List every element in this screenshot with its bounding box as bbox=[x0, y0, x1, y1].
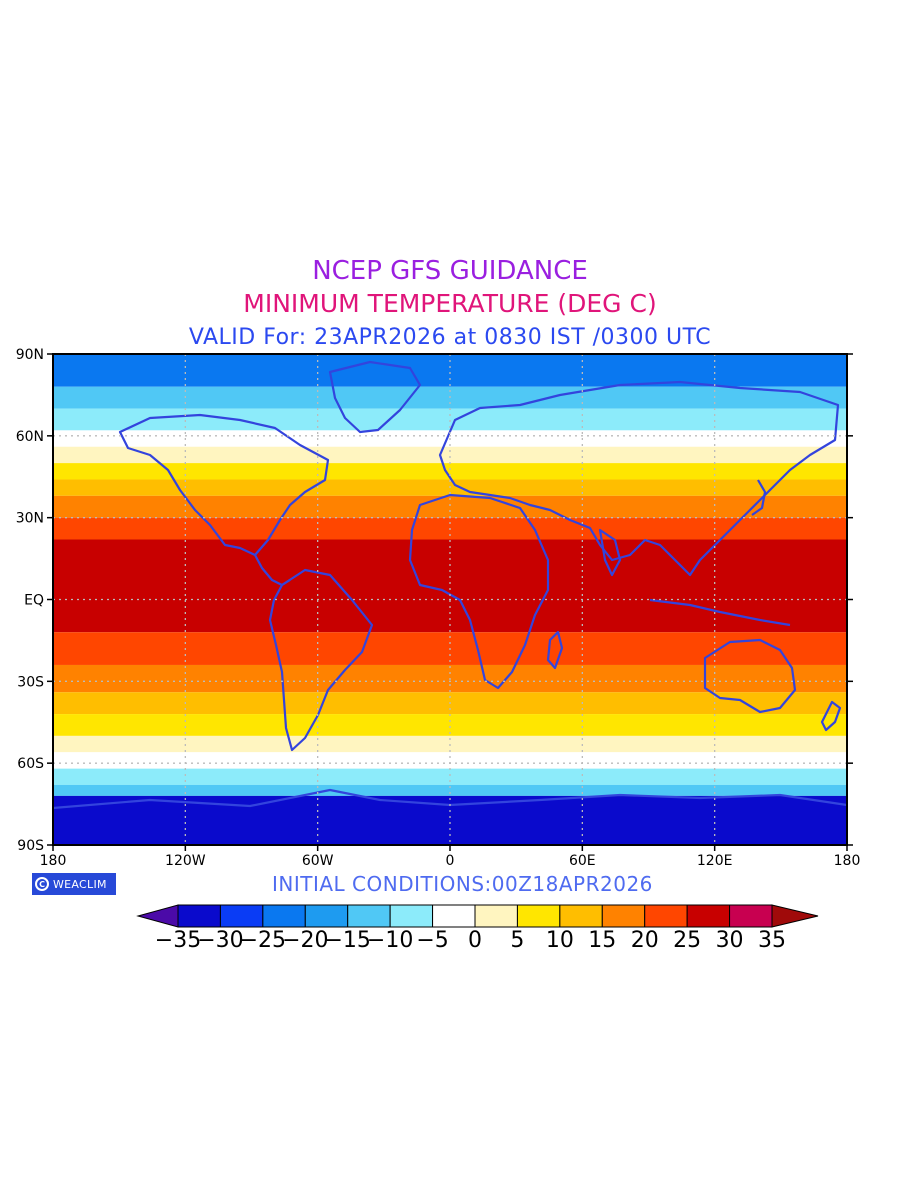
colorbar-swatch bbox=[559, 904, 603, 928]
temperature-band bbox=[53, 768, 847, 785]
latitude-label: 30N bbox=[16, 511, 44, 527]
graticule bbox=[53, 354, 847, 845]
latitude-label: 60S bbox=[17, 756, 44, 772]
indonesia-outline bbox=[649, 598, 791, 627]
colorbar-label: 20 bbox=[630, 928, 659, 953]
initial-conditions: INITIAL CONDITIONS:00Z18APR2026 bbox=[272, 872, 653, 896]
map-title: NCEP GFS GUIDANCE bbox=[312, 256, 588, 286]
colorbar-label: 0 bbox=[468, 928, 482, 953]
colorbar-label: 25 bbox=[673, 928, 702, 953]
temperature-band bbox=[53, 463, 847, 480]
longitude-label: 120E bbox=[697, 853, 733, 869]
colorbar-max-arrow bbox=[771, 904, 819, 928]
colorbar-label: 30 bbox=[715, 928, 744, 953]
longitude-label: 180 bbox=[40, 853, 67, 869]
temperature-band bbox=[53, 714, 847, 736]
colorbar-label: 35 bbox=[758, 928, 786, 953]
india-outline bbox=[598, 528, 622, 577]
temperature-band bbox=[53, 539, 847, 633]
temperature-band bbox=[53, 446, 847, 464]
longitude-label: 120W bbox=[165, 853, 206, 869]
longitude-label: 0 bbox=[446, 853, 455, 869]
longitude-label: 180 bbox=[834, 853, 861, 869]
longitude-label: 60W bbox=[302, 853, 334, 869]
colorbar-swatch bbox=[474, 904, 518, 928]
colorbar-swatch bbox=[644, 904, 688, 928]
temperature-band bbox=[53, 784, 847, 796]
colorbar-swatch bbox=[262, 904, 306, 928]
colorbar-swatch bbox=[347, 904, 391, 928]
colorbar-label: −5 bbox=[416, 928, 449, 953]
latitude-label: 60N bbox=[16, 429, 44, 445]
valid-time: VALID For: 23APR2026 at 0830 IST /0300 U… bbox=[188, 325, 712, 350]
colorbar-swatch bbox=[304, 904, 349, 928]
colorbar-swatch bbox=[686, 904, 731, 928]
colorbar-label: −10 bbox=[366, 928, 414, 953]
madagascar-outline bbox=[546, 630, 564, 670]
colorbar-swatch bbox=[729, 904, 773, 928]
colorbar-min-arrow bbox=[136, 904, 179, 928]
colorbar-label: −20 bbox=[282, 928, 329, 953]
map-subtitle: MINIMUM TEMPERATURE (DEG C) bbox=[243, 289, 657, 318]
colorbar-swatch bbox=[432, 904, 476, 928]
colorbar-swatch bbox=[219, 904, 264, 928]
latitude-label: EQ bbox=[24, 593, 44, 609]
colorbar-swatch bbox=[177, 904, 221, 928]
longitude-label: 60E bbox=[569, 853, 596, 869]
colorbar-swatch bbox=[601, 904, 646, 928]
latitude-label: 90N bbox=[16, 347, 44, 363]
temperature-band bbox=[53, 495, 847, 518]
colorbar-label: −30 bbox=[197, 928, 244, 953]
copyright-icon: C bbox=[35, 877, 49, 891]
greenland-outline bbox=[328, 360, 422, 434]
colorbar-swatch bbox=[389, 904, 434, 928]
temperature-band bbox=[53, 752, 847, 769]
brand-label: WEACLIM bbox=[53, 877, 107, 891]
latitude-label: 30S bbox=[17, 674, 44, 690]
japan-outline bbox=[751, 479, 767, 516]
eurasia-outline bbox=[438, 380, 840, 577]
colorbar-label: 5 bbox=[510, 928, 525, 953]
new-zealand-outline bbox=[820, 700, 842, 732]
south-america-outline bbox=[268, 568, 374, 752]
australia-outline bbox=[703, 638, 797, 714]
colorbar-label: 15 bbox=[588, 928, 617, 953]
north-america-outline bbox=[118, 413, 330, 557]
colorbar-label: 10 bbox=[545, 928, 574, 953]
temperature-band bbox=[53, 354, 847, 387]
axis-ticks bbox=[47, 353, 853, 851]
temperature-band bbox=[53, 408, 847, 431]
colorbar-label: −25 bbox=[239, 928, 287, 953]
africa-outline bbox=[408, 493, 550, 690]
colorbar-label: −35 bbox=[154, 928, 202, 953]
weaclim-logo: C WEACLIM bbox=[32, 873, 116, 895]
colorbar bbox=[136, 904, 819, 928]
colorbar-swatch bbox=[516, 904, 561, 928]
latitude-label: 90S bbox=[17, 838, 44, 854]
temperature-band bbox=[53, 795, 847, 845]
colorbar-label: −15 bbox=[324, 928, 371, 953]
